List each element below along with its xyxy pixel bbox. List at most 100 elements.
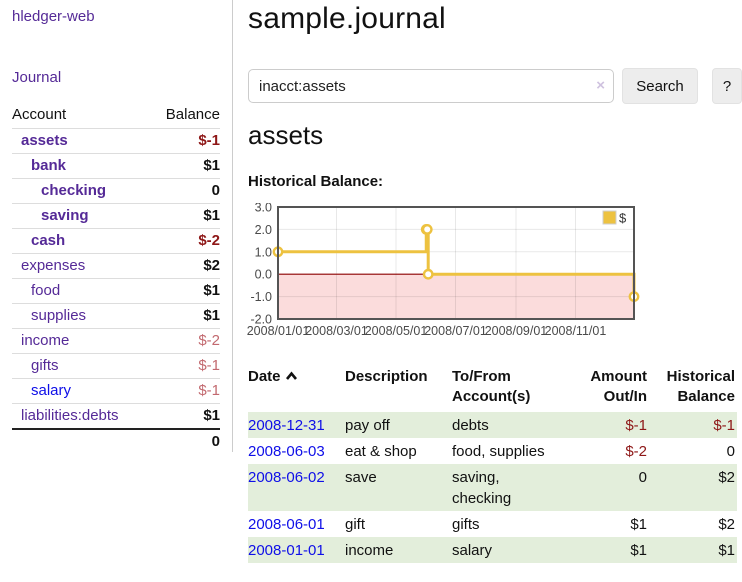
transaction-description: pay off [345, 417, 390, 434]
account-row: income $-2 [12, 328, 220, 354]
transaction-balance: $2 [718, 469, 735, 486]
legend-swatch [602, 210, 617, 225]
transaction-balance: 0 [726, 443, 735, 460]
account-row: salary $-1 [12, 378, 220, 404]
transaction-accounts: debts [452, 417, 489, 434]
table-row: 2008-01-01 income salary $1 $1 [248, 537, 737, 563]
svg-text:2008/03/01: 2008/03/01 [305, 324, 368, 338]
register-table: Date Description To/From Account(s) Amou… [248, 364, 737, 563]
account-link-food[interactable]: food [31, 282, 61, 299]
account-row: supplies $1 [12, 303, 220, 329]
account-link-supplies[interactable]: supplies [31, 307, 87, 324]
balance-column-header: Historical Balance [666, 368, 735, 405]
sort-ascending-icon [285, 367, 298, 387]
account-row: assets $-1 [12, 128, 220, 154]
sidebar-item-journal[interactable]: Journal [12, 69, 62, 86]
account-link-bank[interactable]: bank [31, 157, 67, 174]
transaction-amount: $1 [630, 516, 647, 533]
account-balance: $1 [149, 153, 220, 179]
chart-title: Historical Balance: [248, 173, 384, 190]
transaction-date-link[interactable]: 2008-06-03 [248, 443, 325, 460]
table-row: 2008-06-03 eat & shop food, supplies $-2… [248, 438, 737, 464]
total-row: 0 [12, 428, 220, 454]
table-row: 2008-12-31 pay off debts $-1 $-1 [248, 412, 737, 438]
svg-text:1.0: 1.0 [255, 245, 272, 259]
transaction-description: eat & shop [345, 443, 417, 460]
table-row: 2008-06-02 save saving, checking 0 $2 [248, 464, 737, 511]
svg-text:2008/05/01: 2008/05/01 [365, 324, 428, 338]
account-link-gifts[interactable]: gifts [31, 357, 59, 374]
svg-text:2.0: 2.0 [255, 223, 272, 237]
main-content: sample.journal × Search ? assets Histori… [245, 0, 742, 582]
account-row: cash $-2 [12, 228, 220, 254]
transaction-accounts: food, supplies [452, 443, 545, 460]
total-balance: 0 [149, 428, 220, 454]
svg-text:2008/11/01: 2008/11/01 [545, 324, 607, 338]
account-balance: $1 [149, 278, 220, 304]
account-link-expenses[interactable]: expenses [21, 257, 86, 274]
transaction-amount: $-2 [625, 443, 647, 460]
date-column-header[interactable]: Date [248, 364, 345, 412]
transaction-date-link[interactable]: 2008-01-01 [248, 542, 325, 559]
transaction-description: save [345, 469, 377, 486]
account-row: liabilities:debts $1 [12, 403, 220, 429]
transaction-description: income [345, 542, 394, 559]
account-link-salary[interactable]: salary [31, 382, 72, 399]
account-link-income[interactable]: income [21, 332, 70, 349]
page-title: sample.journal [248, 2, 446, 35]
historical-balance-chart: 3.0 2.0 1.0 0.0 -1.0 -2.0 2008/01/01 2008/03/01… [245, 203, 742, 343]
account-link-cash[interactable]: cash [31, 232, 66, 249]
legend-label: $ [619, 211, 627, 226]
account-link-saving[interactable]: saving [41, 207, 89, 224]
transaction-accounts: gifts [452, 516, 480, 533]
transaction-date-link[interactable]: 2008-06-02 [248, 469, 325, 486]
search-form: × Search ? [248, 68, 742, 104]
transaction-balance: $-1 [713, 417, 735, 434]
account-link-checking[interactable]: checking [41, 182, 107, 199]
transaction-balance: $1 [718, 542, 735, 559]
account-row: food $1 [12, 278, 220, 304]
description-column-header: Description [345, 368, 428, 385]
account-balance: $1 [149, 303, 220, 329]
app-title-link[interactable]: hledger-web [12, 8, 95, 25]
search-input[interactable] [248, 69, 614, 103]
transaction-date-link[interactable]: 2008-12-31 [248, 417, 325, 434]
transaction-accounts: salary [452, 542, 493, 559]
svg-text:3.0: 3.0 [255, 203, 272, 215]
balance-column-header: Balance [165, 106, 220, 123]
svg-text:-2.0: -2.0 [250, 313, 272, 327]
search-button[interactable]: Search [622, 68, 698, 104]
tofrom-column-header: To/From Account(s) [452, 368, 531, 405]
account-balance: $-1 [149, 353, 220, 379]
account-page-title: assets [248, 120, 324, 150]
svg-text:2008/01/01: 2008/01/01 [247, 324, 310, 338]
transaction-description: gift [345, 516, 366, 533]
table-row: 2008-06-01 gift gifts $1 $2 [248, 511, 737, 537]
account-balance-table: Account Balance assets $-1 bank $1 check… [12, 102, 220, 454]
account-row: expenses $2 [12, 253, 220, 279]
transaction-amount: $1 [630, 542, 647, 559]
balance-chart-svg: 3.0 2.0 1.0 0.0 -1.0 -2.02008/01/012008/03/01… [247, 203, 640, 338]
account-row: checking 0 [12, 178, 220, 204]
svg-text:2008/09/01: 2008/09/01 [485, 324, 548, 338]
account-balance: 0 [149, 178, 220, 204]
amount-column-header: Amount Out/In [590, 368, 647, 405]
account-balance: $-1 [149, 378, 220, 404]
account-link-assets[interactable]: assets [21, 132, 68, 149]
account-balance: $-2 [149, 228, 220, 254]
transaction-balance: $2 [718, 516, 735, 533]
sidebar: hledger-web Journal Account Balance asse… [0, 0, 233, 454]
svg-text:0.0: 0.0 [255, 268, 272, 282]
svg-text:-1.0: -1.0 [250, 290, 272, 304]
account-balance: $1 [149, 403, 220, 429]
transaction-date-link[interactable]: 2008-06-01 [248, 516, 325, 533]
clear-search-icon[interactable]: × [596, 77, 605, 94]
account-row: gifts $-1 [12, 353, 220, 379]
help-button[interactable]: ? [712, 68, 742, 104]
account-link-liabilities-debts[interactable]: liabilities:debts [21, 407, 119, 424]
account-balance: $-1 [149, 128, 220, 154]
account-balance: $-2 [149, 328, 220, 354]
transaction-accounts: saving, checking [452, 469, 512, 507]
transaction-amount: $-1 [625, 417, 647, 434]
account-column-header: Account [12, 106, 67, 123]
